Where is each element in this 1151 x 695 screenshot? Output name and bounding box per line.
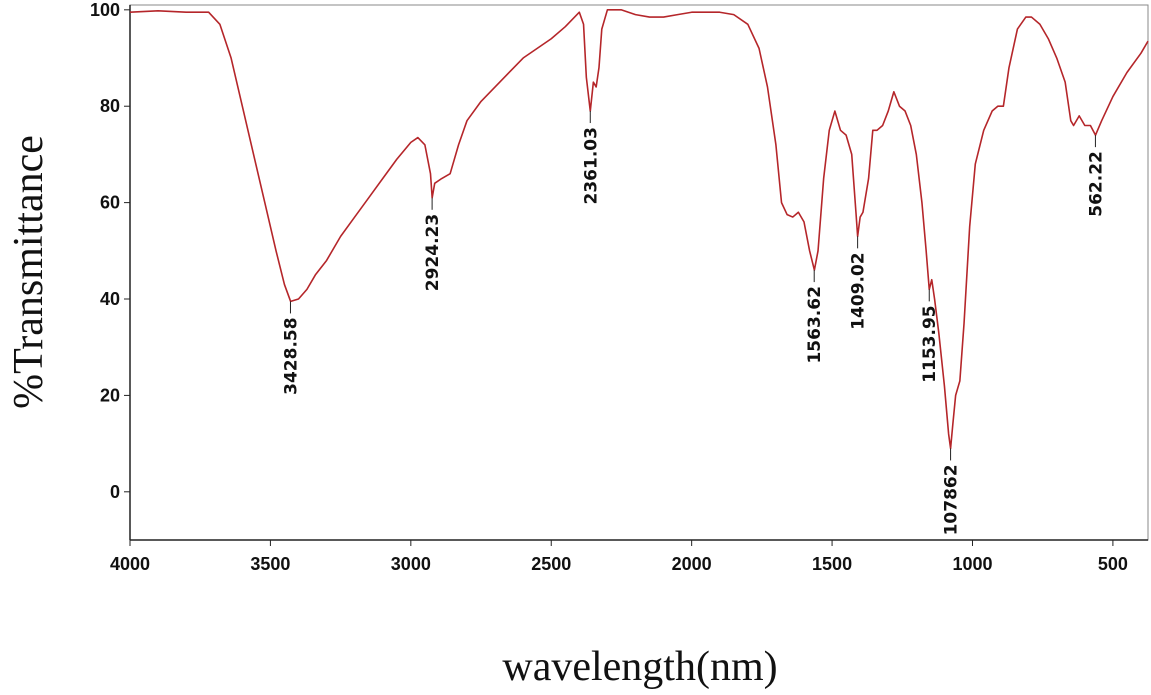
y-tick-label: 80: [100, 96, 120, 116]
x-tick-label: 3000: [391, 554, 431, 574]
x-axis-title: wavelength(nm): [502, 644, 777, 690]
y-tick-label: 40: [100, 289, 120, 309]
y-tick-label: 100: [90, 0, 120, 20]
x-tick-label: 500: [1098, 554, 1128, 574]
y-axis-title: %Transmittance: [6, 135, 52, 409]
peak-label: 1563.62: [805, 286, 825, 363]
x-tick-label: 3500: [250, 554, 290, 574]
y-tick-label: 60: [100, 193, 120, 213]
x-tick-label: 2000: [672, 554, 712, 574]
spectrum-line: [129, 9, 1149, 450]
x-tick-label: 4000: [110, 554, 150, 574]
peak-label: 3428.58: [281, 317, 301, 394]
x-tick-label: 1000: [952, 554, 992, 574]
peak-label: 2361.03: [581, 127, 601, 204]
plot-frame: [129, 4, 1149, 541]
peak-label: 107862: [942, 464, 962, 535]
peak-label: 2924.23: [423, 214, 443, 291]
peak-label: 562.22: [1086, 151, 1106, 217]
peak-label: 1153.95: [920, 305, 940, 382]
peak-label: 1409.02: [849, 252, 869, 329]
x-tick-label: 1500: [812, 554, 852, 574]
y-tick-label: 0: [110, 482, 120, 502]
x-tick-label: 2500: [531, 554, 571, 574]
y-tick-label: 20: [100, 385, 120, 405]
